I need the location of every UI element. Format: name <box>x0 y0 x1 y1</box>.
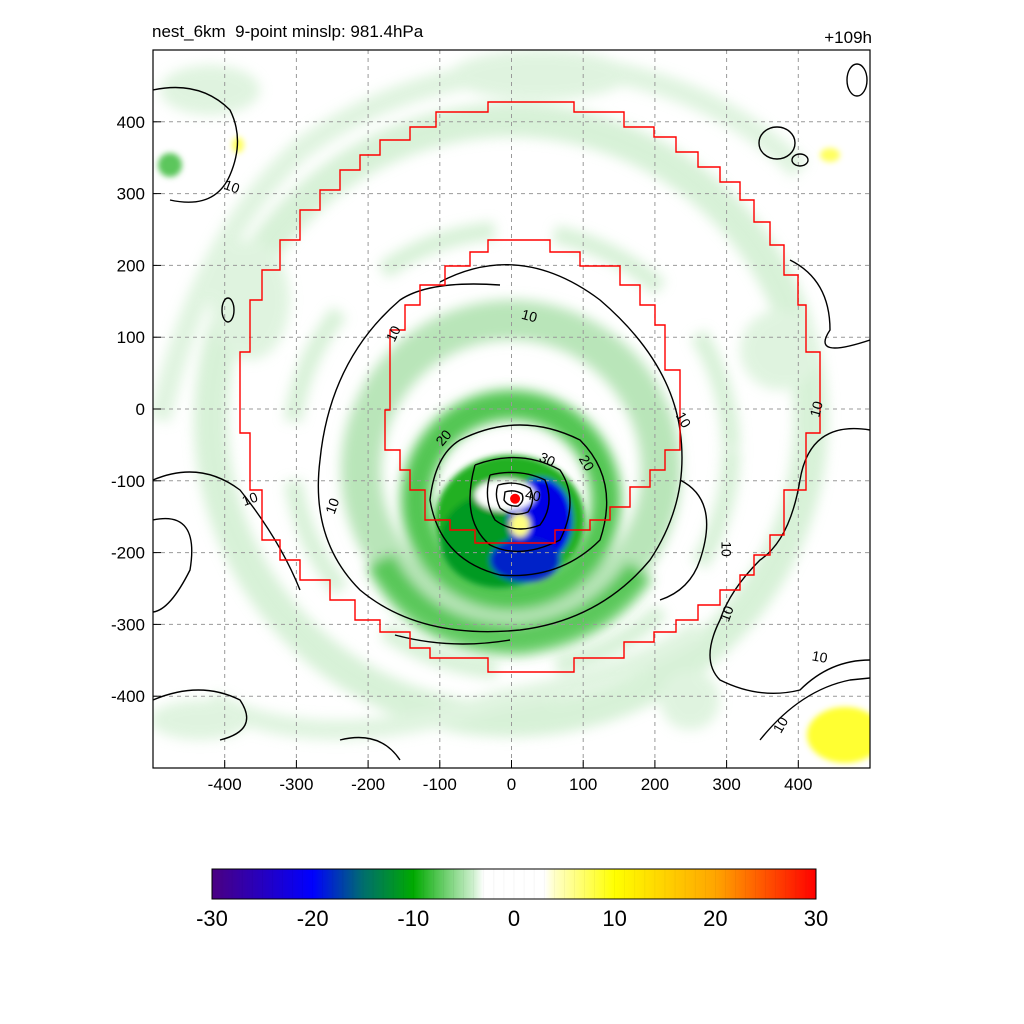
contour-label: 10 <box>222 176 242 196</box>
y-tick-label: -400 <box>111 687 145 706</box>
x-tick-label: -200 <box>351 775 385 794</box>
chart-title: nest_6km 9-point minslp: 981.4hPa <box>152 22 424 41</box>
x-tick-label: 300 <box>712 775 740 794</box>
y-tick-label: 400 <box>117 113 145 132</box>
x-tick-label: 200 <box>641 775 669 794</box>
contour-label: 10 <box>806 399 826 418</box>
colorbar-tick-label: 20 <box>703 906 727 931</box>
x-tick-label: -100 <box>423 775 457 794</box>
inner-nest-boundary <box>384 239 681 544</box>
storm-center-marker <box>510 493 521 504</box>
y-tick-label: 200 <box>117 256 145 275</box>
y-tick-label: -200 <box>111 544 145 563</box>
contour-label: 10 <box>520 306 539 326</box>
forecast-hour-label: +109h <box>824 28 872 47</box>
contour-lines <box>153 63 870 761</box>
y-tick-label: 0 <box>136 400 145 419</box>
contour-label: 10 <box>719 541 735 557</box>
contour-label: 10 <box>811 647 829 665</box>
contour-label: 10 <box>716 603 736 623</box>
colorbar-gradient <box>212 869 816 899</box>
colorbar: -30 -20 -10 0 10 20 30 <box>196 868 828 931</box>
colorbar-tick-label: -30 <box>196 906 228 931</box>
contour-label: 10 <box>240 488 260 508</box>
contour-label: 10 <box>383 323 404 344</box>
colorbar-tick-label: -10 <box>397 906 429 931</box>
x-tick-label: -300 <box>279 775 313 794</box>
contour-label: 30 <box>537 449 558 470</box>
y-tick-label: 100 <box>117 328 145 347</box>
colorbar-tick-label: 10 <box>602 906 626 931</box>
colorbar-frame <box>211 868 817 900</box>
shaded-field <box>153 50 870 768</box>
x-tick-label: -400 <box>208 775 242 794</box>
colorbar-tick-label: 30 <box>804 906 828 931</box>
contour-label: 10 <box>673 409 695 431</box>
colorbar-tick-label: -20 <box>297 906 329 931</box>
contour-label: 10 <box>322 496 342 516</box>
x-tick-label: 100 <box>569 775 597 794</box>
contour-label: 10 <box>770 714 792 736</box>
axis-ticks: -400 -300 -200 -100 0 100 200 300 40040030020010… <box>111 113 813 794</box>
y-tick-label: 300 <box>117 185 145 204</box>
contour-label: 40 <box>524 486 542 504</box>
x-tick-label: 0 <box>507 775 516 794</box>
x-tick-label: 400 <box>784 775 812 794</box>
y-tick-label: -300 <box>111 615 145 634</box>
y-tick-label: -100 <box>111 472 145 491</box>
nest-boundaries <box>239 101 821 673</box>
outer-nest-boundary <box>239 101 821 673</box>
colorbar-tick-label: 0 <box>508 906 520 931</box>
contour-label: 20 <box>576 452 598 474</box>
